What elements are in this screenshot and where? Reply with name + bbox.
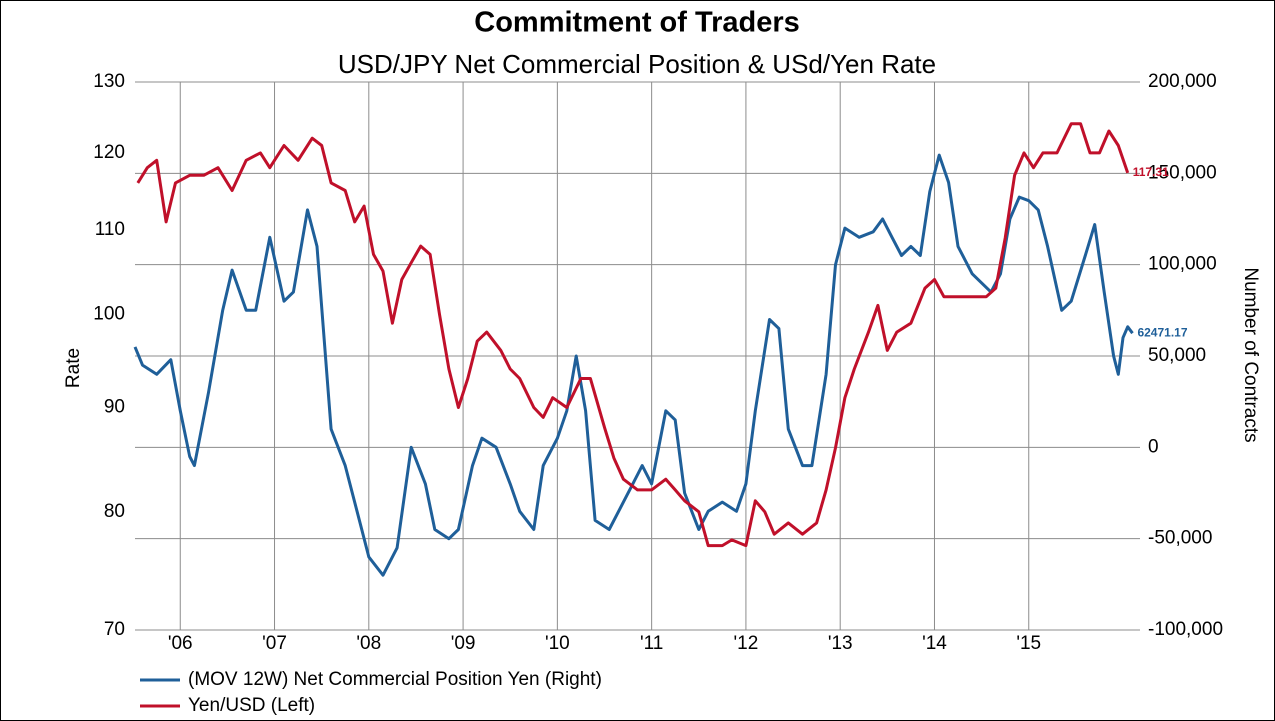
y2-axis-label: Number of Contracts [1240, 267, 1261, 442]
y2-tick-label: 150,000 [1148, 162, 1217, 183]
y2-tick-label: 200,000 [1148, 71, 1217, 92]
y-tick-label: 120 [93, 142, 125, 163]
x-tick-label: '14 [922, 633, 947, 654]
chart-subtitle: USD/JPY Net Commercial Position & USd/Ye… [338, 49, 936, 79]
y-tick-label: 70 [104, 619, 125, 640]
x-tick-label: '13 [828, 633, 853, 654]
y2-tick-label: 100,000 [1148, 254, 1217, 275]
y2-tick-label: -50,000 [1148, 528, 1212, 549]
x-tick-label: '15 [1016, 633, 1041, 654]
x-tick-label: '12 [734, 633, 759, 654]
x-tick-label: '09 [451, 633, 476, 654]
x-tick-label: '06 [168, 633, 193, 654]
chart-title: Commitment of Traders [474, 7, 800, 39]
x-tick-label: '07 [262, 633, 287, 654]
y-tick-label: 80 [104, 501, 125, 522]
y-axis-label: Rate [63, 348, 84, 388]
y-tick-label: 100 [93, 303, 125, 324]
x-tick-label: '11 [640, 633, 663, 654]
y-tick-label: 90 [104, 397, 125, 418]
y2-tick-label: 0 [1148, 436, 1159, 457]
y-tick-label: 130 [93, 71, 125, 92]
legend-label: Yen/USD (Left) [188, 695, 315, 716]
end-value-label: 62471.17 [1137, 325, 1187, 339]
end-value-label: 117.31 [1133, 165, 1169, 179]
y-tick-label: 110 [95, 219, 125, 240]
y2-tick-label: -100,000 [1148, 619, 1223, 640]
y2-tick-label: 50,000 [1148, 345, 1206, 366]
x-tick-label: '08 [356, 633, 381, 654]
series-line [136, 122, 1130, 548]
x-tick-label: '10 [545, 633, 570, 654]
legend-label: (MOV 12W) Net Commercial Position Yen (R… [188, 669, 602, 690]
